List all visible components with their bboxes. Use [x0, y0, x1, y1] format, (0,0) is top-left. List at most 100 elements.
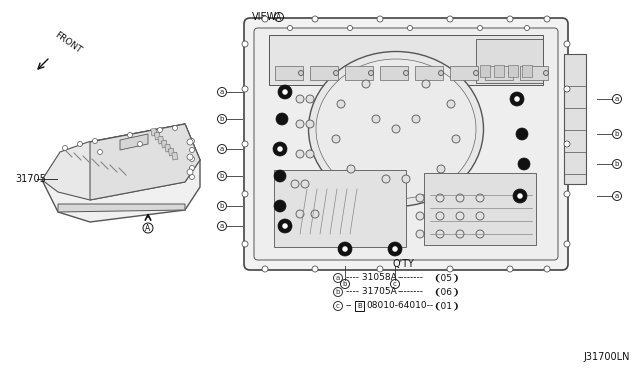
Circle shape — [388, 242, 402, 256]
Bar — [522, 65, 532, 77]
Circle shape — [93, 138, 97, 144]
Text: c: c — [336, 303, 340, 309]
Bar — [345, 66, 373, 80]
Circle shape — [564, 191, 570, 197]
Circle shape — [138, 141, 143, 147]
Bar — [564, 54, 586, 184]
Circle shape — [452, 135, 460, 143]
Circle shape — [342, 247, 348, 251]
Circle shape — [507, 16, 513, 22]
Circle shape — [507, 266, 513, 272]
Circle shape — [273, 142, 287, 156]
Polygon shape — [90, 124, 200, 200]
Circle shape — [296, 210, 304, 218]
FancyBboxPatch shape — [254, 28, 558, 260]
Circle shape — [416, 194, 424, 202]
Circle shape — [447, 16, 453, 22]
Circle shape — [262, 16, 268, 22]
Circle shape — [403, 71, 408, 76]
Circle shape — [291, 180, 299, 188]
Text: b: b — [336, 289, 340, 295]
Text: --: -- — [346, 301, 353, 311]
FancyBboxPatch shape — [424, 173, 536, 245]
Circle shape — [436, 230, 444, 238]
Text: ❨06❩: ❨06❩ — [433, 288, 460, 296]
Circle shape — [509, 71, 513, 76]
Circle shape — [377, 266, 383, 272]
Text: b: b — [220, 203, 224, 209]
Circle shape — [312, 266, 318, 272]
Text: ❨01❩: ❨01❩ — [433, 301, 460, 311]
Circle shape — [416, 230, 424, 238]
Circle shape — [296, 120, 304, 128]
Polygon shape — [58, 204, 185, 212]
Text: B: B — [358, 303, 362, 309]
Text: ---- 31705A: ---- 31705A — [346, 288, 397, 296]
Text: b: b — [220, 173, 224, 179]
Text: VIEW: VIEW — [252, 12, 277, 22]
Circle shape — [456, 230, 464, 238]
Circle shape — [296, 150, 304, 158]
Circle shape — [287, 26, 292, 31]
Circle shape — [278, 147, 282, 151]
Text: a: a — [220, 223, 224, 229]
Circle shape — [187, 154, 193, 160]
Circle shape — [348, 26, 353, 31]
Circle shape — [306, 120, 314, 128]
Circle shape — [242, 241, 248, 247]
Circle shape — [189, 157, 195, 161]
Text: A: A — [145, 224, 150, 232]
Circle shape — [476, 212, 484, 220]
Text: 08010-64010--: 08010-64010-- — [366, 301, 433, 311]
Circle shape — [311, 210, 319, 218]
Circle shape — [447, 100, 455, 108]
Circle shape — [408, 26, 413, 31]
Circle shape — [333, 71, 339, 76]
Circle shape — [278, 85, 292, 99]
FancyBboxPatch shape — [274, 170, 406, 247]
Bar — [415, 66, 443, 80]
FancyBboxPatch shape — [269, 35, 543, 85]
Circle shape — [274, 170, 286, 182]
Text: 31705: 31705 — [15, 174, 46, 184]
Circle shape — [278, 219, 292, 233]
Circle shape — [513, 189, 527, 203]
Circle shape — [187, 139, 193, 145]
Circle shape — [187, 169, 193, 175]
Circle shape — [274, 200, 286, 212]
Circle shape — [456, 212, 464, 220]
Circle shape — [474, 71, 479, 76]
Bar — [450, 66, 478, 80]
Circle shape — [544, 16, 550, 22]
Circle shape — [242, 86, 248, 92]
Circle shape — [412, 115, 420, 123]
Text: a: a — [336, 275, 340, 281]
Bar — [494, 65, 504, 77]
Circle shape — [338, 242, 352, 256]
Text: b: b — [615, 161, 619, 167]
Circle shape — [189, 166, 195, 170]
Circle shape — [242, 41, 248, 47]
Circle shape — [306, 150, 314, 158]
Circle shape — [337, 100, 345, 108]
Circle shape — [301, 180, 309, 188]
Circle shape — [544, 266, 550, 272]
Circle shape — [422, 80, 430, 88]
Circle shape — [525, 26, 529, 31]
Bar — [380, 66, 408, 80]
Bar — [172, 152, 178, 160]
Bar — [161, 140, 168, 148]
Circle shape — [282, 90, 287, 94]
Text: a: a — [220, 89, 224, 95]
Bar — [164, 144, 171, 152]
Polygon shape — [42, 124, 200, 200]
Circle shape — [282, 224, 287, 228]
Circle shape — [518, 193, 522, 199]
Circle shape — [332, 135, 340, 143]
Circle shape — [564, 86, 570, 92]
Circle shape — [437, 165, 445, 173]
Bar — [158, 136, 164, 144]
Circle shape — [242, 141, 248, 147]
Text: a: a — [615, 96, 619, 102]
FancyBboxPatch shape — [476, 39, 543, 83]
